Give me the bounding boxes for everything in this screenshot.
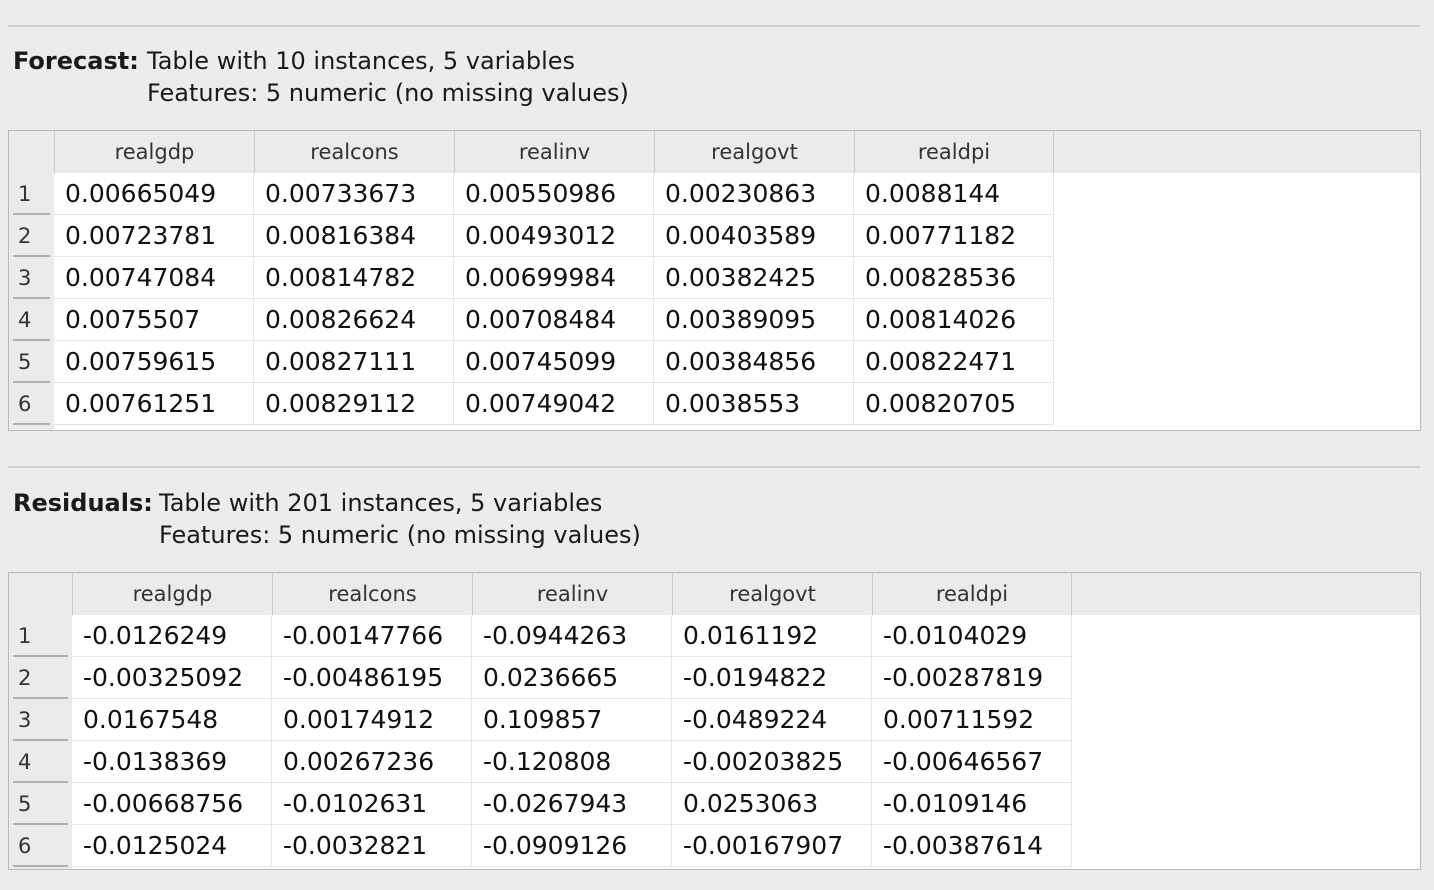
table-cell-realinv[interactable]: -0.0909126 [472,825,672,867]
table-cell-realinv[interactable]: 0.00699984 [454,257,654,299]
residuals-summary: Table with 201 instances, 5 variables [159,489,603,517]
table-cell-realdpi[interactable]: -0.00387614 [872,825,1072,867]
row-header[interactable]: 5 [9,783,72,825]
table-cell-realgdp[interactable]: -0.0138369 [72,741,272,783]
row-header[interactable]: 3 [9,699,72,741]
table-cell-realgovt[interactable]: -0.00167907 [672,825,872,867]
column-header-realcons[interactable]: realcons [272,573,472,615]
separator-middle [8,466,1420,468]
table-cell-realdpi[interactable]: 0.00820705 [854,383,1054,425]
table-cell-realgdp[interactable]: 0.00747084 [54,257,254,299]
table-cell-realcons[interactable]: 0.00816384 [254,215,454,257]
table-cell-realdpi[interactable]: -0.00287819 [872,657,1072,699]
table-cell-realgovt[interactable]: 0.00403589 [654,215,854,257]
table-cell-realgdp[interactable]: -0.0126249 [72,615,272,657]
table-cell-realgdp[interactable]: -0.00668756 [72,783,272,825]
table-cell-realgdp[interactable]: 0.00759615 [54,341,254,383]
table-cell-realinv[interactable]: 0.00708484 [454,299,654,341]
table-cell-realinv[interactable]: -0.120808 [472,741,672,783]
row-header[interactable]: 1 [9,615,72,657]
table-cell-realgovt[interactable]: 0.0038553 [654,383,854,425]
row-header[interactable]: 4 [9,741,72,783]
forecast-table-header: realgdp realcons realinv realgovt realdpi [9,131,1420,173]
column-header-realgdp[interactable]: realgdp [54,131,254,173]
table-cell-realdpi[interactable]: 0.00828536 [854,257,1054,299]
table-cell-realcons[interactable]: 0.00814782 [254,257,454,299]
separator-top [8,25,1420,27]
row-header[interactable]: 3 [9,257,54,299]
table-cell-realgovt[interactable]: 0.0161192 [672,615,872,657]
table-cell-realgdp[interactable]: 0.00761251 [54,383,254,425]
table-cell-realgdp[interactable]: -0.0125024 [72,825,272,867]
table-cell-realcons[interactable]: 0.00827111 [254,341,454,383]
column-header-realgdp[interactable]: realgdp [72,573,272,615]
column-header-realdpi[interactable]: realdpi [872,573,1072,615]
forecast-info: Forecast: Table with 10 instances, 5 var… [13,45,813,115]
table-cell-realcons[interactable]: -0.0102631 [272,783,472,825]
table-cell-realcons[interactable]: -0.0032821 [272,825,472,867]
row-header[interactable]: 1 [9,173,54,215]
table-cell-realgdp[interactable]: -0.00325092 [72,657,272,699]
forecast-label: Forecast: [13,47,139,75]
table-cell-realinv[interactable]: -0.0267943 [472,783,672,825]
table-cell-realdpi[interactable]: 0.00771182 [854,215,1054,257]
column-header-realcons[interactable]: realcons [254,131,454,173]
table-cell-realgovt[interactable]: 0.00230863 [654,173,854,215]
residuals-label: Residuals: [13,489,153,517]
table-cell-realdpi[interactable]: -0.00646567 [872,741,1072,783]
table-cell-realinv[interactable]: 0.0236665 [472,657,672,699]
table-cell-realcons[interactable]: -0.00486195 [272,657,472,699]
table-cell-realcons[interactable]: 0.00829112 [254,383,454,425]
table-cell-realgovt[interactable]: -0.0489224 [672,699,872,741]
table-cell-realcons[interactable]: 0.00267236 [272,741,472,783]
table-cell-realinv[interactable]: 0.109857 [472,699,672,741]
residuals-table-header: realgdp realcons realinv realgovt realdpi [9,573,1420,615]
table-cell-realcons[interactable]: 0.00826624 [254,299,454,341]
table-cell-realcons[interactable]: -0.00147766 [272,615,472,657]
table-cell-realcons[interactable]: 0.00174912 [272,699,472,741]
row-header[interactable]: 6 [9,825,72,867]
table-cell-realgovt[interactable]: -0.00203825 [672,741,872,783]
table-cell-realgovt[interactable]: 0.00384856 [654,341,854,383]
residuals-info: Residuals: Table with 201 instances, 5 v… [13,487,813,557]
column-header-realgovt[interactable]: realgovt [654,131,854,173]
row-header[interactable]: 5 [9,341,54,383]
residuals-features: Features: 5 numeric (no missing values) [159,521,641,549]
row-header[interactable]: 2 [9,657,72,699]
column-header-realinv[interactable]: realinv [472,573,672,615]
table-cell-realgdp[interactable]: 0.00665049 [54,173,254,215]
table-cell-realgdp[interactable]: 0.00723781 [54,215,254,257]
table-cell-realdpi[interactable]: 0.00711592 [872,699,1072,741]
table-cell-realdpi[interactable]: -0.0104029 [872,615,1072,657]
column-header-realinv[interactable]: realinv [454,131,654,173]
forecast-features: Features: 5 numeric (no missing values) [147,79,629,107]
table-cell-realgovt[interactable]: 0.0253063 [672,783,872,825]
table-cell-realinv[interactable]: -0.0944263 [472,615,672,657]
table-cell-realinv[interactable]: 0.00493012 [454,215,654,257]
table-cell-realgovt[interactable]: -0.0194822 [672,657,872,699]
table-cell-realcons[interactable]: 0.00733673 [254,173,454,215]
table-cell-realinv[interactable]: 0.00550986 [454,173,654,215]
forecast-summary: Table with 10 instances, 5 variables [147,47,576,75]
table-cell-realgovt[interactable]: 0.00382425 [654,257,854,299]
table-cell-realinv[interactable]: 0.00745099 [454,341,654,383]
column-header-realgovt[interactable]: realgovt [672,573,872,615]
row-header[interactable]: 4 [9,299,54,341]
column-header-realdpi[interactable]: realdpi [854,131,1054,173]
table-cell-realdpi[interactable]: -0.0109146 [872,783,1072,825]
row-header[interactable]: 2 [9,215,54,257]
table-cell-realinv[interactable]: 0.00749042 [454,383,654,425]
table-cell-realdpi[interactable]: 0.00822471 [854,341,1054,383]
table-cell-realdpi[interactable]: 0.0088144 [854,173,1054,215]
row-header[interactable]: 6 [9,383,54,425]
table-cell-realgdp[interactable]: 0.0167548 [72,699,272,741]
table-cell-realgdp[interactable]: 0.0075507 [54,299,254,341]
table-cell-realgovt[interactable]: 0.00389095 [654,299,854,341]
table-cell-realdpi[interactable]: 0.00814026 [854,299,1054,341]
